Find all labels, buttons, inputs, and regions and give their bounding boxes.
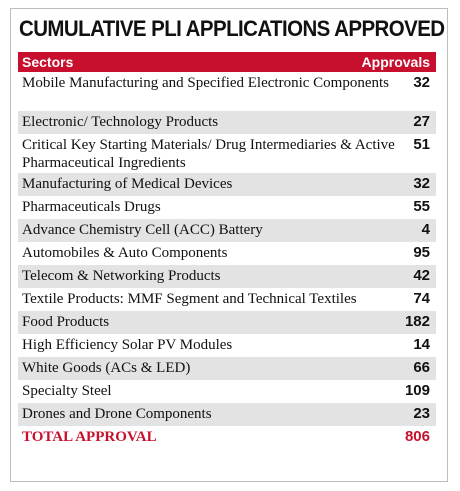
sector-name: Food Products bbox=[22, 314, 110, 330]
table-row: Pharmaceuticals Drugs 55 bbox=[18, 196, 436, 219]
approval-value: 74 bbox=[413, 290, 430, 307]
sector-name: Telecom & Networking Products bbox=[22, 268, 221, 284]
table-row: Automobiles & Auto Components 95 bbox=[18, 242, 436, 265]
approval-value: 32 bbox=[413, 74, 430, 91]
total-label: TOTAL APPROVAL bbox=[22, 429, 157, 445]
approval-value: 109 bbox=[404, 382, 430, 399]
approval-value: 182 bbox=[404, 313, 430, 330]
sector-name: Pharmaceuticals Drugs bbox=[22, 199, 161, 215]
approval-value: 27 bbox=[413, 113, 430, 130]
table-row: Drones and Drone Components 23 bbox=[18, 403, 436, 426]
approval-value: 42 bbox=[413, 267, 430, 284]
approval-value: 23 bbox=[413, 405, 430, 422]
total-value: 806 bbox=[404, 428, 430, 445]
table-row: Telecom & Networking Products 42 bbox=[18, 265, 436, 288]
table-header: Sectors Approvals bbox=[18, 52, 436, 72]
total-row: TOTAL APPROVAL 806 bbox=[18, 426, 436, 449]
sector-name: White Goods (ACs & LED) bbox=[22, 360, 191, 376]
table-row: Critical Key Starting Materials/ Drug In… bbox=[18, 134, 436, 173]
table-row: Textile Products: MMF Segment and Techni… bbox=[18, 288, 436, 311]
pli-table: Sectors Approvals Mobile Manufacturing a… bbox=[18, 52, 436, 449]
table-row: High Efficiency Solar PV Modules 14 bbox=[18, 334, 436, 357]
sector-name: Automobiles & Auto Components bbox=[22, 245, 228, 261]
sector-name: High Efficiency Solar PV Modules bbox=[22, 337, 233, 353]
header-approvals: Approvals bbox=[361, 54, 430, 70]
sector-name: Advance Chemistry Cell (ACC) Battery bbox=[22, 222, 263, 238]
approval-value: 51 bbox=[413, 136, 430, 153]
sector-name: Manufacturing of Medical Devices bbox=[22, 176, 233, 192]
table-body: Mobile Manufacturing and Specified Elect… bbox=[18, 72, 436, 449]
table-row: Food Products 182 bbox=[18, 311, 436, 334]
approval-value: 14 bbox=[413, 336, 430, 353]
table-row: Mobile Manufacturing and Specified Elect… bbox=[18, 72, 436, 111]
sector-name: Textile Products: MMF Segment and Techni… bbox=[22, 291, 357, 307]
chart-title: CUMULATIVE PLI APPLICATIONS APPROVED bbox=[19, 16, 445, 41]
approval-value: 66 bbox=[413, 359, 430, 376]
approval-value: 55 bbox=[413, 198, 430, 215]
table-row: Advance Chemistry Cell (ACC) Battery 4 bbox=[18, 219, 436, 242]
sector-name: Specialty Steel bbox=[22, 383, 112, 399]
table-row: Manufacturing of Medical Devices 32 bbox=[18, 173, 436, 196]
table-row: Electronic/ Technology Products 27 bbox=[18, 111, 436, 134]
table-row: White Goods (ACs & LED) 66 bbox=[18, 357, 436, 380]
table-row: Specialty Steel 109 bbox=[18, 380, 436, 403]
sector-name: Electronic/ Technology Products bbox=[22, 114, 219, 130]
approval-value: 4 bbox=[421, 221, 430, 238]
approval-value: 95 bbox=[413, 244, 430, 261]
sector-name: Critical Key Starting Materials/ Drug In… bbox=[22, 137, 395, 171]
header-sectors: Sectors bbox=[22, 54, 74, 70]
sector-name: Mobile Manufacturing and Specified Elect… bbox=[22, 75, 389, 91]
sector-name: Drones and Drone Components bbox=[22, 406, 212, 422]
approval-value: 32 bbox=[413, 175, 430, 192]
